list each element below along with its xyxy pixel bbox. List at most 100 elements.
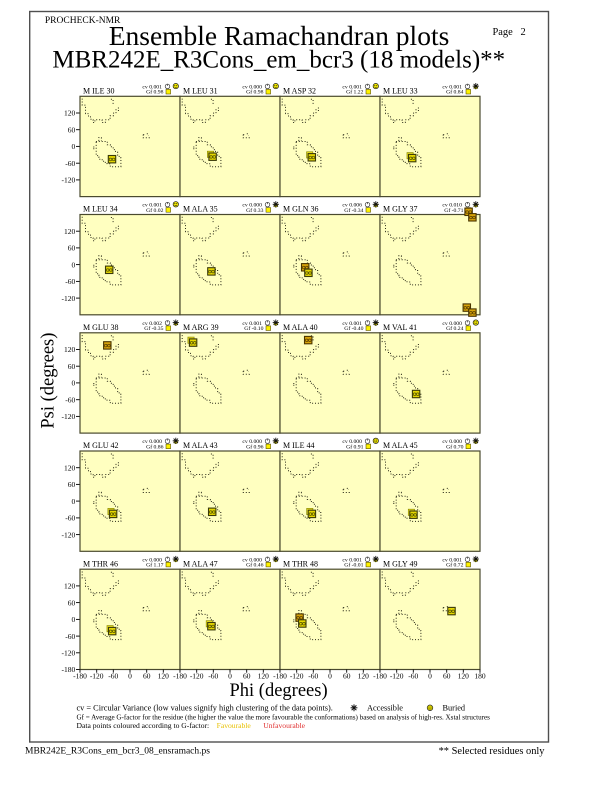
svg-text:cv 0.000: cv 0.000 — [142, 439, 162, 445]
svg-text:60: 60 — [68, 480, 76, 489]
svg-text:cv 0.001: cv 0.001 — [242, 321, 262, 327]
svg-text:cv 0.000: cv 0.000 — [142, 557, 162, 563]
svg-text:cv 0.000: cv 0.000 — [242, 439, 262, 445]
svg-text:60: 60 — [68, 125, 76, 134]
svg-text:** Selected residues only: ** Selected residues only — [439, 746, 546, 757]
svg-text:Gf 0.02: Gf 0.02 — [146, 207, 164, 214]
svg-text:cv 0.001: cv 0.001 — [142, 85, 162, 91]
svg-text:M ALA 35: M ALA 35 — [183, 205, 218, 214]
svg-text:M THR 48: M THR 48 — [283, 559, 318, 568]
svg-text:cv 0.001: cv 0.001 — [442, 85, 462, 91]
svg-text:-60: -60 — [65, 514, 75, 523]
svg-text:-180: -180 — [173, 671, 187, 680]
svg-text:-120: -120 — [62, 530, 76, 539]
svg-text:cv 0.001: cv 0.001 — [342, 557, 362, 563]
svg-text:cv 0.000: cv 0.000 — [242, 85, 262, 91]
svg-text:cv 0.001: cv 0.001 — [342, 85, 362, 91]
svg-text:Data points coloured according: Data points coloured according to G-fact… — [77, 721, 210, 730]
svg-text:180: 180 — [474, 671, 486, 680]
svg-text:60: 60 — [443, 671, 451, 680]
svg-text:-180: -180 — [62, 665, 76, 674]
svg-text:0: 0 — [72, 497, 76, 506]
svg-text:60: 60 — [68, 362, 76, 371]
svg-text:M GLU 38: M GLU 38 — [83, 323, 119, 332]
svg-text:cv 0.006: cv 0.006 — [342, 203, 362, 209]
svg-text:M ARG 39: M ARG 39 — [183, 323, 219, 332]
svg-text:cv 0.000: cv 0.000 — [242, 203, 262, 209]
svg-text:M GLY 37: M GLY 37 — [383, 205, 417, 214]
svg-text:-60: -60 — [408, 671, 418, 680]
svg-text:M ILE 44: M ILE 44 — [283, 441, 315, 450]
svg-text:cv 0.001: cv 0.001 — [442, 557, 462, 563]
svg-text:M GLY 49: M GLY 49 — [383, 559, 417, 568]
svg-text:Gf 0.86: Gf 0.86 — [146, 443, 164, 450]
svg-text:-120: -120 — [190, 671, 204, 680]
svg-text:120: 120 — [458, 671, 470, 680]
svg-text:Gf -0.40: Gf -0.40 — [344, 325, 363, 332]
svg-text:120: 120 — [358, 671, 370, 680]
svg-text:cv 0.001: cv 0.001 — [142, 203, 162, 209]
svg-text:cv 0.000: cv 0.000 — [442, 321, 462, 327]
svg-text:-120: -120 — [62, 294, 76, 303]
svg-text:-60: -60 — [208, 671, 218, 680]
svg-text:cv 0.010: cv 0.010 — [442, 203, 462, 209]
svg-text:120: 120 — [64, 582, 76, 591]
svg-text:Accessible: Accessible — [367, 704, 403, 713]
svg-text:-120: -120 — [62, 176, 76, 185]
svg-text:M ASP 32: M ASP 32 — [283, 87, 316, 96]
svg-text:M ALA 43: M ALA 43 — [183, 441, 218, 450]
svg-text:120: 120 — [258, 671, 270, 680]
svg-text:0: 0 — [72, 379, 76, 388]
svg-text:cv 0.000: cv 0.000 — [242, 557, 262, 563]
svg-text:-120: -120 — [62, 649, 76, 658]
svg-text:cv 0.001: cv 0.001 — [342, 321, 362, 327]
svg-text:-120: -120 — [290, 671, 304, 680]
svg-text:M ALA 45: M ALA 45 — [383, 441, 418, 450]
svg-text:-60: -60 — [65, 277, 75, 286]
svg-text:0: 0 — [72, 142, 76, 151]
svg-text:-60: -60 — [65, 632, 75, 641]
svg-text:60: 60 — [343, 671, 351, 680]
svg-text:cv 0.000: cv 0.000 — [442, 439, 462, 445]
svg-text:Favourable: Favourable — [217, 721, 252, 730]
svg-text:120: 120 — [64, 227, 76, 236]
svg-text:-180: -180 — [373, 671, 387, 680]
svg-text:0: 0 — [72, 260, 76, 269]
svg-text:Gf -0.01: Gf -0.01 — [344, 562, 363, 569]
svg-text:Gf = Average G-factor for the: Gf = Average G-factor for the residue (t… — [77, 713, 491, 721]
svg-text:Gf -0.10: Gf -0.10 — [244, 325, 263, 332]
svg-text:-120: -120 — [62, 412, 76, 421]
svg-text:Gf 0.70: Gf 0.70 — [446, 443, 464, 450]
svg-text:120: 120 — [64, 463, 76, 472]
svg-text:-120: -120 — [390, 671, 404, 680]
svg-text:0: 0 — [328, 671, 332, 680]
svg-text:-60: -60 — [308, 671, 318, 680]
svg-text:Gf 0.46: Gf 0.46 — [246, 562, 264, 569]
svg-text:Unfavourable: Unfavourable — [263, 721, 305, 730]
svg-text:-120: -120 — [90, 671, 104, 680]
svg-text:Buried: Buried — [443, 704, 466, 713]
svg-text:0: 0 — [72, 615, 76, 624]
svg-text:MBR242E_R3Cons_em_bcr3_08_ensr: MBR242E_R3Cons_em_bcr3_08_ensramach.ps — [25, 747, 210, 757]
svg-text:cv = Circular Variance (low va: cv = Circular Variance (low values signi… — [77, 704, 333, 713]
svg-text:cv 0.002: cv 0.002 — [142, 321, 162, 327]
svg-text:Gf 0.98: Gf 0.98 — [246, 89, 264, 96]
svg-text:Gf -0.35: Gf -0.35 — [144, 325, 163, 332]
svg-text:120: 120 — [158, 671, 170, 680]
svg-text:M LEU 34: M LEU 34 — [83, 205, 118, 214]
svg-text:M LEU 33: M LEU 33 — [383, 87, 418, 96]
svg-text:60: 60 — [68, 598, 76, 607]
svg-text:PROCHECK-NMR: PROCHECK-NMR — [45, 16, 121, 26]
svg-text:-60: -60 — [65, 395, 75, 404]
svg-text:60: 60 — [68, 244, 76, 253]
svg-text:M GLU 42: M GLU 42 — [83, 441, 119, 450]
svg-text:Gf 0.98: Gf 0.98 — [146, 89, 164, 96]
svg-text:M GLN 36: M GLN 36 — [283, 205, 319, 214]
svg-text:120: 120 — [64, 345, 76, 354]
svg-text:Phi (degrees): Phi (degrees) — [230, 681, 328, 701]
svg-text:60: 60 — [243, 671, 251, 680]
svg-text:Gf 0.33: Gf 0.33 — [246, 207, 264, 214]
svg-text:Gf -0.71: Gf -0.71 — [444, 207, 463, 214]
svg-text:Psi (degrees): Psi (degrees) — [39, 333, 59, 429]
svg-text:0: 0 — [428, 671, 432, 680]
